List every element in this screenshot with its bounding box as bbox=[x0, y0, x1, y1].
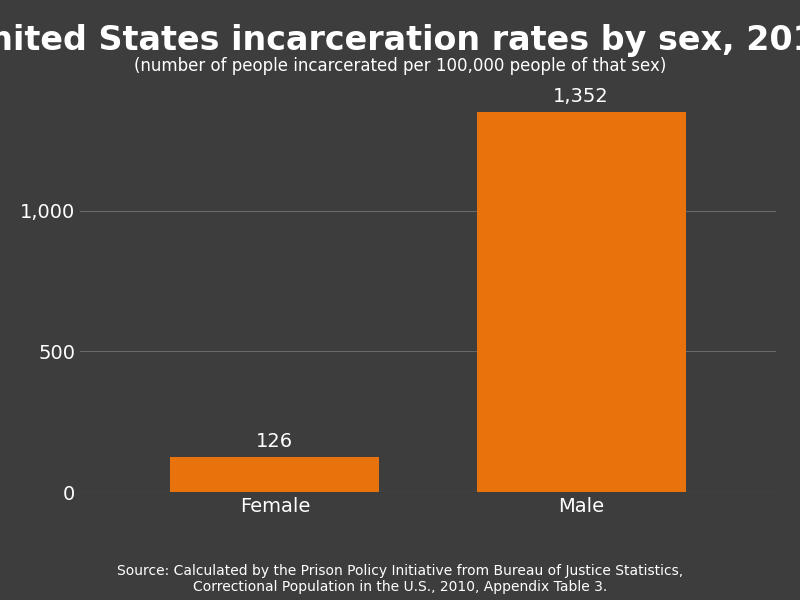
Text: 126: 126 bbox=[256, 432, 294, 451]
Text: United States incarceration rates by sex, 2010: United States incarceration rates by sex… bbox=[0, 24, 800, 57]
Text: 1,352: 1,352 bbox=[554, 87, 609, 106]
Bar bbox=[170, 457, 379, 492]
Bar bbox=[477, 112, 686, 492]
Text: Source: Calculated by the Prison Policy Initiative from Bureau of Justice Statis: Source: Calculated by the Prison Policy … bbox=[117, 564, 683, 594]
Text: (number of people incarcerated per 100,000 people of that sex): (number of people incarcerated per 100,0… bbox=[134, 57, 666, 75]
